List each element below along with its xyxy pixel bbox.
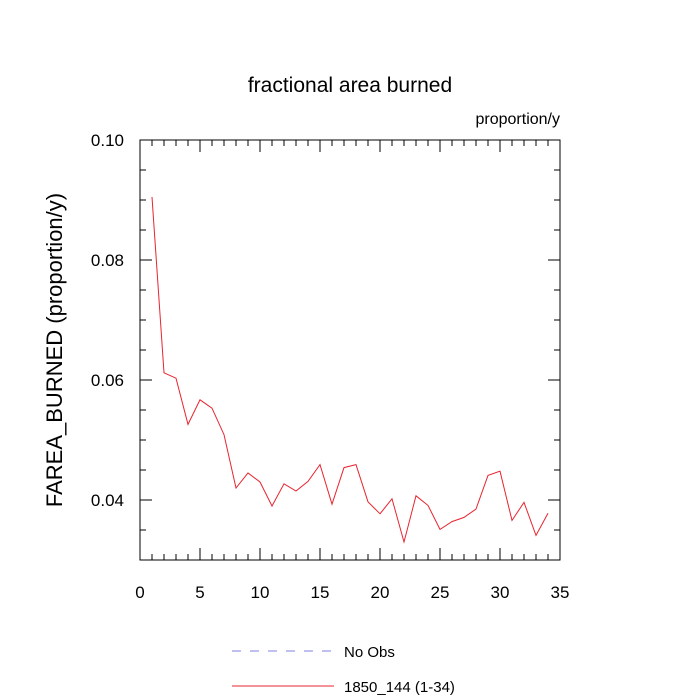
y-tick-label: 0.10: [91, 131, 124, 150]
y-tick-label: 0.04: [91, 491, 124, 510]
x-tick-label: 35: [551, 583, 570, 602]
x-tick-label: 5: [195, 583, 204, 602]
x-tick-label: 25: [431, 583, 450, 602]
axis-ticks: [139, 139, 561, 561]
chart-title: fractional area burned: [248, 74, 452, 97]
legend-label: 1850_144 (1-34): [344, 679, 455, 696]
y-tick-label: 0.06: [91, 371, 124, 390]
x-tick-label: 20: [371, 583, 390, 602]
axis-tick-labels: 0 5 10 15 20 25 30 35 0.04 0.06 0.08 0.10: [91, 131, 570, 602]
y-tick-label: 0.08: [91, 251, 124, 270]
y-axis-label: FAREA_BURNED (proportion/y): [42, 193, 67, 507]
units-label: proportion/y: [476, 111, 561, 128]
legend-label: No Obs: [344, 644, 395, 661]
legend: No Obs 1850_144 (1-34): [232, 644, 455, 696]
series-group: [151, 196, 549, 544]
x-tick-label: 0: [135, 583, 144, 602]
plot-frame: [139, 139, 561, 561]
x-tick-label: 10: [251, 583, 270, 602]
x-tick-label: 30: [491, 583, 510, 602]
series-line: [151, 196, 549, 544]
x-tick-label: 15: [311, 583, 330, 602]
